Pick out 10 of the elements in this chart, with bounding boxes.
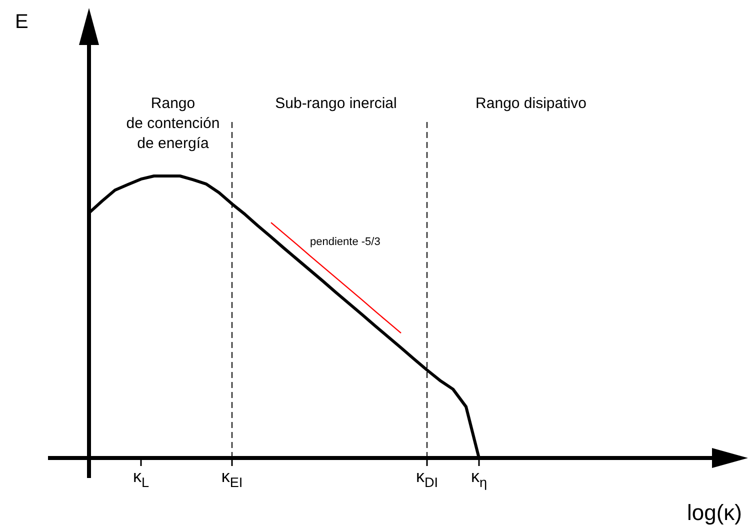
text: Sub-rango inercial: [275, 95, 397, 112]
x-tick-label: κ$_{L}$: [132, 467, 150, 490]
text: E: [15, 11, 28, 33]
text: Rango disipativo: [476, 95, 586, 112]
text: Rango de contención de energía: [126, 95, 220, 152]
x-tick-label: κ$_{EI}$: [221, 467, 243, 490]
x-tick-label: κ$_{η}$: [470, 467, 488, 490]
annotation: pendiente -5/3: [310, 236, 380, 248]
x-axis-title: log(κ): [686, 500, 742, 525]
x-tick-label: κ$_{DI}$: [416, 467, 438, 490]
